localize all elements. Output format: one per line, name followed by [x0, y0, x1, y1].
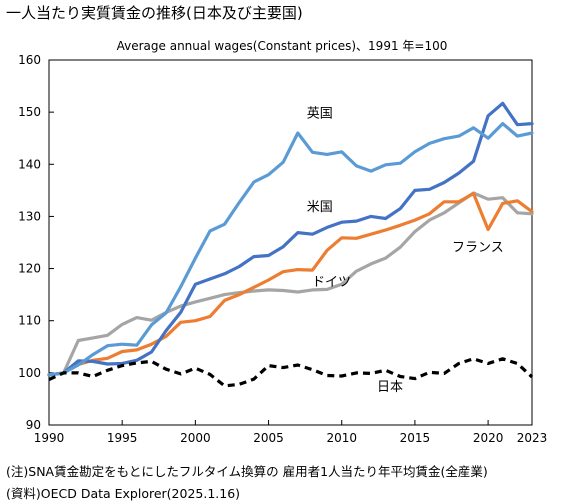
y-tick-label: 130: [18, 209, 41, 223]
y-tick-label: 90: [26, 418, 41, 432]
x-tick-label: 2020: [473, 431, 504, 445]
y-tick-label: 120: [18, 262, 41, 276]
series-line-3: [47, 191, 534, 377]
series-line-1: [47, 101, 534, 377]
chart-subtitle: Average annual wages(Constant prices)、19…: [116, 39, 448, 53]
x-tick-label: 2015: [400, 431, 431, 445]
chart-title: 一人当たり実質賃金の推移(日本及び主要国): [6, 4, 303, 22]
x-tick-label: 1995: [107, 431, 138, 445]
series-line-2: [47, 191, 534, 377]
series-line-4: [48, 357, 534, 388]
x-tick-label: 2010: [326, 431, 357, 445]
x-tick-label: 1990: [34, 431, 65, 445]
series-label: フランス: [452, 240, 504, 255]
y-tick-label: 110: [18, 314, 41, 328]
plot-frame: [48, 59, 533, 426]
y-tick-label: 100: [18, 366, 41, 380]
y-tick-label: 150: [18, 105, 41, 119]
x-tick-label: 2000: [180, 431, 211, 445]
series-label: 英国: [307, 106, 333, 121]
series-label: ドイツ: [312, 275, 351, 290]
y-tick-label: 160: [18, 53, 41, 67]
x-tick-label: 2023: [517, 431, 548, 445]
footnote: (注)SNA賃金勘定をもとにしたフルタイム換算の 雇用者1人当たり年平均賃金(全…: [6, 464, 488, 479]
series-label: 日本: [377, 380, 403, 395]
series-label: 米国: [307, 200, 333, 215]
y-tick-label: 140: [18, 157, 41, 171]
source-note: (資料)OECD Data Explorer(2025.1.16): [6, 486, 241, 501]
x-tick-label: 2005: [253, 431, 284, 445]
series-line-0: [47, 121, 534, 377]
